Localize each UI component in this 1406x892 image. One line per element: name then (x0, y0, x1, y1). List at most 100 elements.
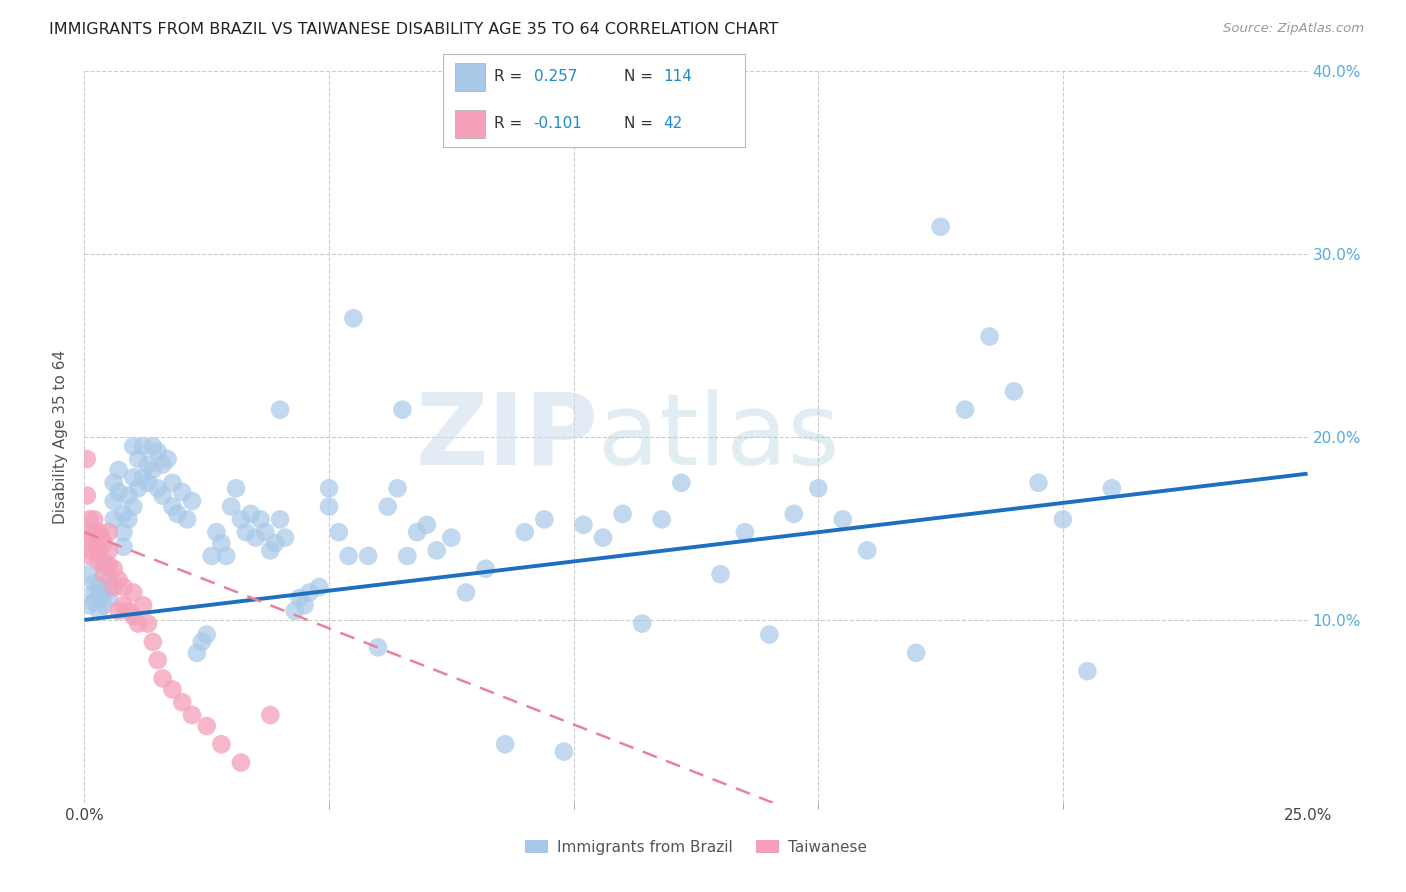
Point (97, 591, 120, 605)
Point (87, 525, 110, 540)
Point (77, 512, 100, 526)
Point (93, 585, 115, 599)
Point (112, 599, 135, 613)
Point (328, 525, 350, 540)
Point (93, 558, 115, 573)
Point (426, 543, 449, 558)
Point (136, 616, 159, 631)
Point (235, 525, 257, 540)
Text: N =: N = (624, 70, 658, 85)
Point (734, 525, 756, 540)
Point (288, 591, 311, 605)
Point (103, 475, 125, 490)
Point (454, 585, 477, 599)
Point (229, 512, 252, 526)
Point (416, 517, 439, 532)
Point (162, 682, 184, 697)
Point (97, 573, 120, 587)
Point (146, 653, 169, 667)
Point (172, 695, 194, 709)
Point (146, 481, 169, 495)
Point (905, 646, 928, 660)
Point (93, 536, 115, 550)
Point (122, 500, 145, 514)
Point (1002, 384, 1025, 399)
Point (103, 562, 125, 576)
Point (76, 489, 98, 503)
Point (136, 475, 159, 490)
Point (440, 531, 463, 545)
Point (953, 402, 976, 417)
Point (86, 525, 108, 540)
Point (783, 507, 806, 521)
Point (142, 463, 165, 477)
Point (533, 512, 555, 526)
Point (152, 458, 174, 472)
Point (87, 543, 110, 558)
Point (87, 580, 110, 594)
Point (254, 525, 277, 540)
Point (284, 604, 307, 618)
Point (308, 580, 330, 594)
Point (831, 512, 853, 526)
Point (90, 531, 112, 545)
Point (377, 500, 399, 514)
Text: 0.257: 0.257 (534, 70, 576, 85)
Point (80, 525, 103, 540)
Point (1101, 481, 1123, 495)
Point (215, 549, 238, 563)
Point (979, 329, 1001, 343)
Point (181, 494, 204, 508)
Point (146, 444, 169, 458)
Point (132, 599, 155, 613)
Point (191, 635, 214, 649)
Point (807, 481, 830, 495)
Y-axis label: Disability Age 35 to 64: Disability Age 35 to 64 (53, 350, 69, 524)
Point (298, 585, 321, 599)
Point (929, 219, 952, 234)
Point (156, 452, 179, 467)
Point (205, 525, 228, 540)
Point (93, 567, 115, 582)
Point (249, 512, 271, 526)
Point (709, 567, 731, 582)
Point (651, 512, 673, 526)
Point (93, 554, 115, 568)
Point (87, 604, 110, 618)
Point (494, 737, 516, 751)
Point (127, 452, 149, 467)
Point (337, 549, 360, 563)
Point (127, 616, 149, 631)
Point (117, 489, 139, 503)
Point (83, 576, 105, 591)
Point (553, 745, 575, 759)
Point (406, 525, 429, 540)
Point (77, 531, 100, 545)
Point (239, 507, 262, 521)
Point (219, 500, 242, 514)
Point (269, 512, 291, 526)
Point (127, 481, 149, 495)
Point (77, 567, 100, 582)
Point (357, 549, 380, 563)
Text: R =: R = (495, 116, 527, 131)
Point (195, 719, 218, 733)
Point (132, 470, 155, 484)
Point (391, 402, 413, 417)
Point (274, 531, 297, 545)
Text: N =: N = (624, 116, 658, 131)
Text: Source: ZipAtlas.com: Source: ZipAtlas.com (1223, 22, 1364, 36)
Point (318, 500, 340, 514)
Point (269, 402, 291, 417)
Text: -0.101: -0.101 (534, 116, 582, 131)
Point (103, 494, 125, 508)
Point (474, 562, 496, 576)
Point (631, 616, 654, 631)
Point (758, 627, 780, 641)
Point (513, 525, 536, 540)
FancyBboxPatch shape (456, 63, 485, 91)
Point (76, 452, 98, 467)
Text: 42: 42 (664, 116, 683, 131)
Point (195, 627, 218, 641)
Point (1028, 475, 1050, 490)
